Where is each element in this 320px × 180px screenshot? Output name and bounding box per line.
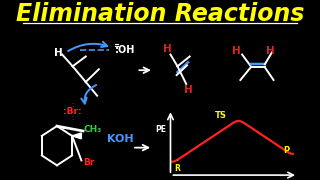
Text: KOH: KOH bbox=[108, 134, 134, 144]
Polygon shape bbox=[72, 133, 81, 139]
Text: TS: TS bbox=[215, 111, 227, 120]
Text: PE: PE bbox=[155, 125, 166, 134]
Text: .: . bbox=[177, 157, 178, 162]
Text: :: : bbox=[71, 115, 74, 121]
Text: :Br:: :Br: bbox=[63, 107, 82, 116]
Text: H: H bbox=[54, 48, 63, 58]
Text: CH₃: CH₃ bbox=[83, 125, 101, 134]
Text: Elimination Reactions: Elimination Reactions bbox=[16, 2, 304, 26]
Text: R: R bbox=[174, 164, 180, 173]
Text: H: H bbox=[266, 46, 275, 56]
Text: Br: Br bbox=[83, 158, 94, 167]
Text: H: H bbox=[233, 46, 241, 56]
Text: H: H bbox=[184, 85, 193, 95]
Text: :OH: :OH bbox=[115, 45, 135, 55]
Text: H: H bbox=[163, 44, 172, 54]
Text: P: P bbox=[284, 146, 290, 155]
Text: :: : bbox=[71, 102, 74, 107]
